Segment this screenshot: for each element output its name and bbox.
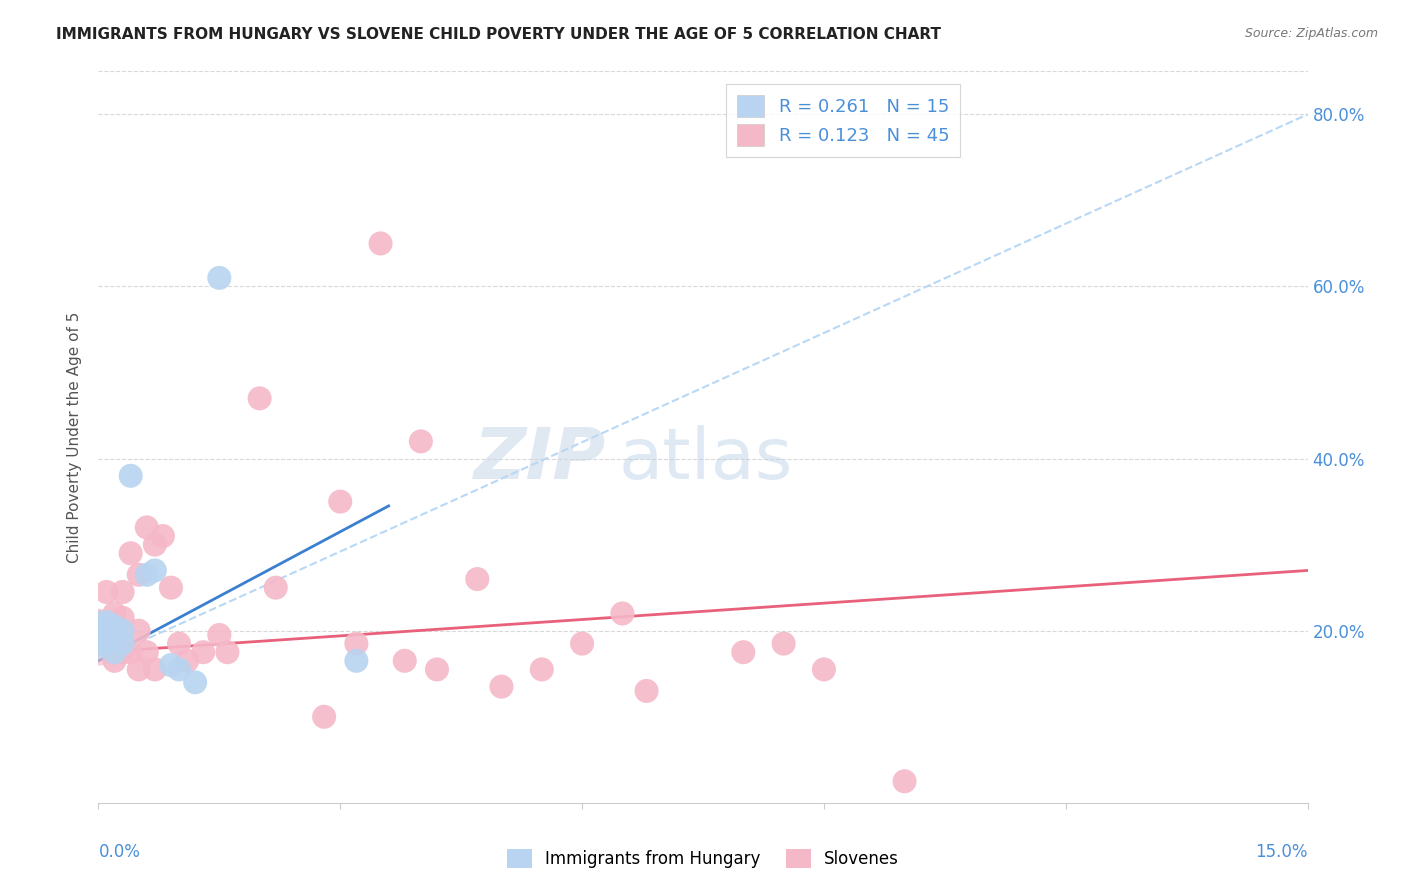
Point [103,628,125,642]
Point [135,520,157,534]
Point [184,675,207,690]
Point [135,645,157,659]
Point [571,637,593,651]
Point [87,632,110,647]
Point [409,434,432,449]
Point [772,637,794,651]
Point [96,628,118,642]
Point [111,611,134,625]
Point [344,637,367,651]
Point [530,662,553,676]
Text: Source: ZipAtlas.com: Source: ZipAtlas.com [1244,27,1378,40]
Point [96,585,118,599]
Point [120,468,142,483]
Point [87,615,110,629]
Point [111,624,134,638]
Point [143,538,166,552]
Point [87,637,110,651]
Point [426,662,449,676]
Point [612,607,634,621]
Point [465,572,488,586]
Point [249,392,271,406]
Point [813,662,835,676]
Y-axis label: Child Poverty Under the Age of 5: Child Poverty Under the Age of 5 [67,311,83,563]
Point [143,564,166,578]
Point [167,637,190,651]
Point [120,546,142,560]
Point [87,624,110,638]
Point [103,645,125,659]
Text: 15.0%: 15.0% [1256,843,1308,861]
Point [96,624,118,638]
Point [135,567,157,582]
Point [636,684,658,698]
Point [193,645,215,659]
Point [103,607,125,621]
Point [314,710,336,724]
Point [394,654,416,668]
Text: 0.0%: 0.0% [98,843,141,861]
Point [344,654,367,668]
Point [491,680,513,694]
Text: IMMIGRANTS FROM HUNGARY VS SLOVENE CHILD POVERTY UNDER THE AGE OF 5 CORRELATION : IMMIGRANTS FROM HUNGARY VS SLOVENE CHILD… [56,27,941,42]
Point [111,585,134,599]
Legend: Immigrants from Hungary, Slovenes: Immigrants from Hungary, Slovenes [501,843,905,875]
Point [96,615,118,629]
Point [264,581,287,595]
Point [167,662,190,676]
Point [128,567,150,582]
Point [87,637,110,651]
Point [103,619,125,633]
Point [733,645,755,659]
Point [370,236,392,251]
Text: atlas: atlas [619,425,793,493]
Point [120,645,142,659]
Point [103,654,125,668]
Point [208,271,231,285]
Point [87,637,110,651]
Text: ZIP: ZIP [474,425,606,493]
Point [160,658,183,673]
Point [111,637,134,651]
Point [176,654,198,668]
Point [87,624,110,638]
Legend: R = 0.261   N = 15, R = 0.123   N = 45: R = 0.261 N = 15, R = 0.123 N = 45 [725,84,960,157]
Point [111,645,134,659]
Point [329,494,352,508]
Point [208,628,231,642]
Point [128,624,150,638]
Point [143,662,166,676]
Point [96,628,118,642]
Point [160,581,183,595]
Point [217,645,239,659]
Point [128,662,150,676]
Point [152,529,174,543]
Point [893,774,915,789]
